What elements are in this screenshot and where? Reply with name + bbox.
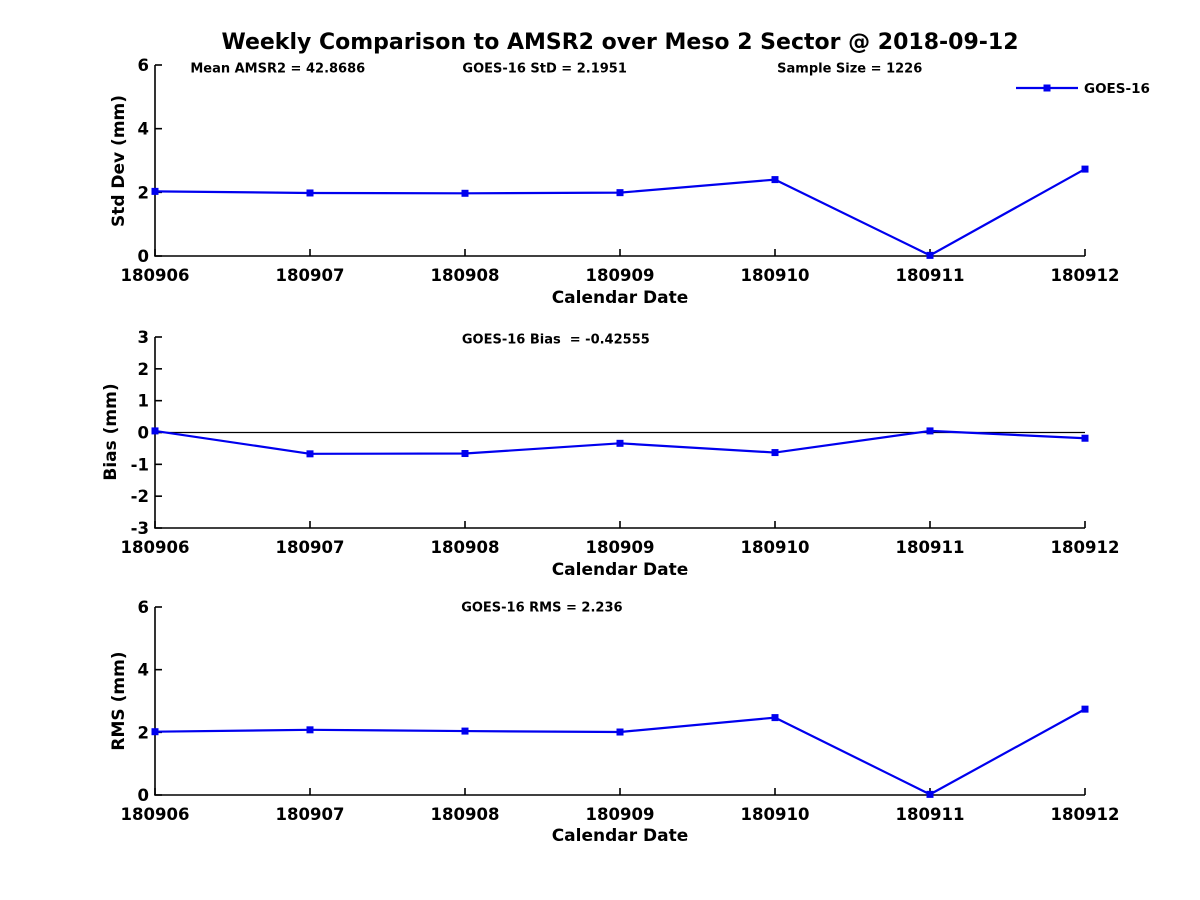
x-tick-label: 180908 (431, 266, 500, 285)
data-point-marker (461, 727, 469, 735)
data-point-marker (151, 427, 159, 435)
y-tick-label: 2 (138, 183, 149, 202)
x-tick-label: 180912 (1051, 805, 1120, 824)
data-point-marker (771, 449, 779, 457)
annotation-goes16-bias: GOES-16 Bias = -0.42555 (462, 333, 650, 348)
y-tick-label: 2 (138, 723, 149, 742)
x-tick-label: 180906 (121, 805, 190, 824)
data-point-marker (1081, 434, 1089, 442)
x-tick-label: 180911 (896, 266, 965, 285)
annotation-goes16-rms: GOES-16 RMS = 2.236 (461, 601, 622, 616)
x-axis-label-calendar-date-2: Calendar Date (551, 560, 689, 580)
y-tick-label: 4 (138, 120, 149, 139)
y-tick-label: 0 (138, 424, 149, 443)
data-point-marker (151, 187, 159, 195)
x-tick-label: 180908 (431, 805, 500, 824)
series-line-goes16 (154, 708, 1086, 796)
subplot-rms: 0 2 4 6 180906 180907 180908 180909 180910 180911… (121, 598, 1120, 824)
data-point-marker (1081, 165, 1089, 173)
x-tick-label: 180910 (741, 538, 810, 557)
y-tick-label: -2 (131, 487, 149, 506)
x-tick-label: 180906 (121, 266, 190, 285)
data-point-marker (771, 714, 779, 722)
y-tick-label: 2 (138, 360, 149, 379)
y-tick-label: -3 (131, 519, 149, 538)
x-tick-label: 180908 (431, 538, 500, 557)
y-axis-label-std-dev: Std Dev (mm) (109, 94, 129, 228)
x-tick-label: 180912 (1051, 538, 1120, 557)
subplot-std-dev: 0 2 4 6 180906 180907 180908 180909 180910 180911… (121, 56, 1120, 285)
x-tick-label: 180907 (276, 538, 345, 557)
y-axis-label-bias: Bias (mm) (101, 383, 121, 481)
y-tick-label: 6 (138, 56, 149, 75)
y-tick-label: 0 (138, 247, 149, 266)
x-tick-label: 180909 (586, 266, 655, 285)
x-tick-label: 180909 (586, 805, 655, 824)
x-tick-label: 180910 (741, 805, 810, 824)
data-point-marker (461, 450, 469, 458)
y-tick-label: 4 (138, 661, 149, 680)
y-tick-label: 1 (138, 392, 149, 411)
y-tick-label: 0 (138, 786, 149, 805)
subplot-bias: -3 -2 -1 0 1 2 3 180906 180907 180908 180909 180910… (121, 328, 1120, 557)
y-tick-label: 6 (138, 598, 149, 617)
x-tick-label: 180907 (276, 805, 345, 824)
data-point-marker (771, 176, 779, 184)
x-tick-label: 180911 (896, 538, 965, 557)
x-tick-label: 180907 (276, 266, 345, 285)
chart-title: Weekly Comparison to AMSR2 over Meso 2 S… (221, 30, 1019, 55)
x-tick-label: 180911 (896, 805, 965, 824)
y-axis-label-rms: RMS (mm) (109, 651, 129, 751)
x-axis-label-calendar-date-1: Calendar Date (551, 288, 689, 308)
legend-label-goes16: GOES-16 (1084, 81, 1150, 97)
y-tick-label: -1 (131, 455, 149, 474)
data-point-marker (306, 189, 314, 197)
data-point-marker (616, 728, 624, 736)
x-tick-label: 180912 (1051, 266, 1120, 285)
series-line-goes16 (154, 168, 1086, 257)
x-tick-label: 180909 (586, 538, 655, 557)
data-point-marker (616, 439, 624, 447)
data-point-marker (926, 790, 934, 798)
data-point-marker (1081, 705, 1089, 713)
x-tick-label: 180906 (121, 538, 190, 557)
data-point-marker (461, 189, 469, 197)
annotation-mean-amsr2: Mean AMSR2 = 42.8686 (190, 62, 365, 77)
data-point-marker (926, 251, 934, 259)
x-axis-label-calendar-date-3: Calendar Date (551, 826, 689, 846)
annotation-goes16-std: GOES-16 StD = 2.1951 (462, 62, 626, 77)
legend-marker-sample (1043, 84, 1051, 92)
data-point-marker (926, 427, 934, 435)
data-point-marker (306, 450, 314, 458)
data-point-marker (616, 189, 624, 197)
data-point-marker (151, 728, 159, 736)
y-tick-label: 3 (138, 328, 149, 347)
annotation-sample-size: Sample Size = 1226 (777, 62, 922, 77)
x-tick-label: 180910 (741, 266, 810, 285)
data-point-marker (306, 726, 314, 734)
